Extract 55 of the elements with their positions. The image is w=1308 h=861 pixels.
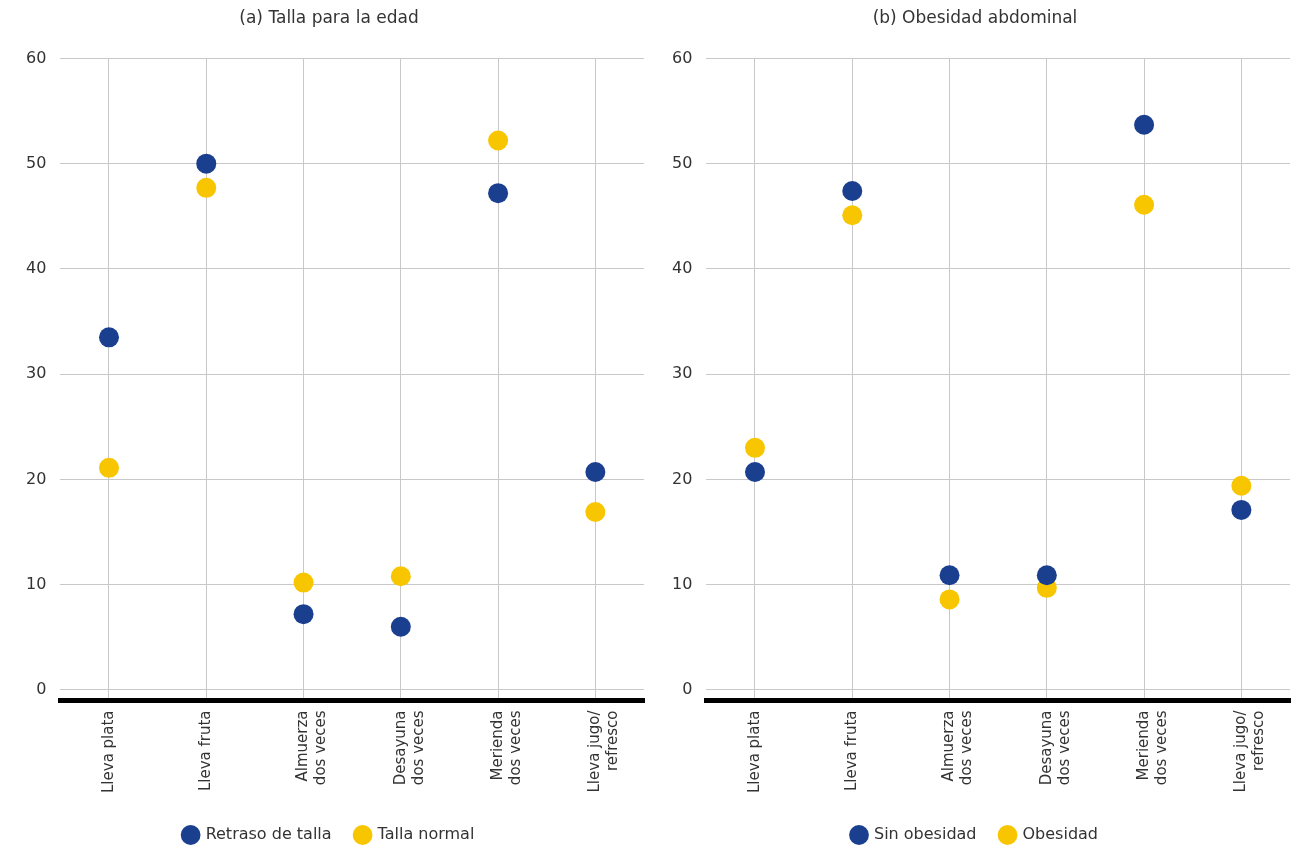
- y-tick-label: 30: [26, 363, 47, 383]
- x-tick-label: Lleva fruta: [842, 710, 861, 792]
- point: [488, 130, 509, 151]
- x-tick-label: Lleva plata: [98, 710, 117, 793]
- legend-label: Talla normal: [376, 824, 475, 844]
- point: [939, 589, 960, 610]
- point: [293, 604, 314, 625]
- legend-label: Obesidad: [1022, 824, 1099, 844]
- y-tick-label: 50: [26, 152, 47, 172]
- y-tick-label: 20: [672, 468, 693, 488]
- legend-label: Retraso de talla: [205, 824, 332, 844]
- point: [488, 183, 509, 204]
- point: [745, 462, 765, 483]
- y-tick-label: 40: [26, 258, 47, 278]
- point: [1134, 194, 1155, 215]
- point: [745, 437, 765, 458]
- y-tick-label: 0: [682, 679, 693, 699]
- y-tick-label: 50: [672, 152, 693, 172]
- y-tick-label: 40: [672, 258, 693, 278]
- point: [585, 502, 606, 523]
- x-tick-label: Almuerza dos veces: [293, 710, 330, 786]
- y-tick-label: 0: [36, 679, 47, 699]
- point: [1134, 114, 1155, 135]
- y-tick-label: 10: [672, 573, 693, 593]
- x-tick-label: Lleva jugo/ refresco: [1231, 709, 1268, 793]
- point: [1231, 499, 1252, 520]
- point: [390, 616, 411, 637]
- chart-title: (a) Talla para la edad: [239, 6, 419, 27]
- y-tick-label: 60: [672, 47, 693, 67]
- point: [196, 153, 217, 174]
- legend-label: Sin obesidad: [874, 824, 977, 844]
- point: [390, 566, 411, 587]
- point: [939, 565, 960, 586]
- x-tick-label: Lleva plata: [744, 710, 763, 793]
- x-tick-label: Merienda dos veces: [487, 710, 524, 786]
- point: [293, 572, 314, 593]
- chart-title: (b) Obesidad abdominal: [872, 6, 1078, 27]
- y-tick-label: 60: [26, 47, 47, 67]
- y-tick-label: 20: [26, 468, 47, 488]
- point: [196, 177, 217, 198]
- y-tick-label: 10: [26, 573, 47, 593]
- x-tick-label: Lleva jugo/ refresco: [585, 709, 622, 793]
- point: [585, 462, 606, 483]
- point: [842, 181, 863, 202]
- point: [842, 205, 863, 226]
- x-tick-label: Almuerza dos veces: [939, 710, 976, 786]
- point: [99, 457, 119, 478]
- x-tick-label: Desayuna dos veces: [1036, 710, 1073, 786]
- x-tick-label: Merienda dos veces: [1133, 710, 1170, 786]
- point: [1231, 475, 1252, 496]
- point: [1036, 565, 1057, 586]
- point: [99, 327, 119, 348]
- x-tick-label: Desayuna dos veces: [390, 710, 427, 786]
- x-tick-label: Lleva fruta: [196, 710, 215, 792]
- y-tick-label: 30: [672, 363, 693, 383]
